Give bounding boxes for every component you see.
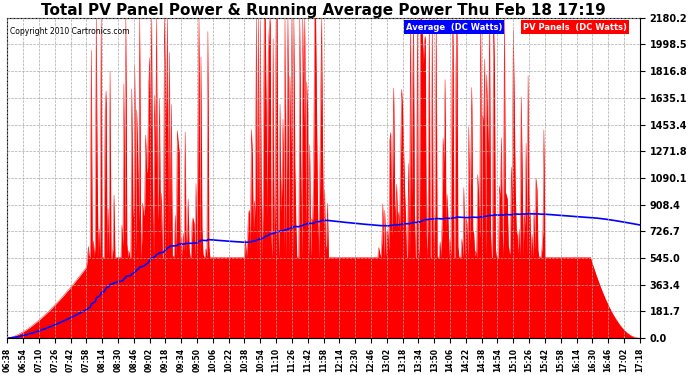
Text: PV Panels  (DC Watts): PV Panels (DC Watts) [523,22,627,32]
Text: Average  (DC Watts): Average (DC Watts) [406,22,502,32]
Title: Total PV Panel Power & Running Average Power Thu Feb 18 17:19: Total PV Panel Power & Running Average P… [41,3,606,18]
Text: Copyright 2010 Cartronics.com: Copyright 2010 Cartronics.com [10,27,130,36]
